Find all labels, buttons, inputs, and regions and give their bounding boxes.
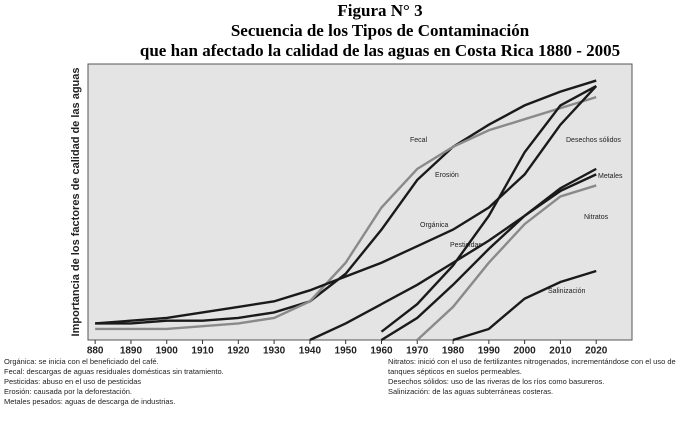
series-label: Desechos sólidos: [566, 137, 621, 144]
note: Metales pesados: aguas de descarga de in…: [4, 397, 176, 406]
series-line: [309, 173, 597, 342]
x-tick-label: 1960: [370, 346, 393, 357]
x-tick-label: 1980: [442, 346, 465, 357]
notes-right: Nitratos: inició con el uso de fertiliza…: [388, 357, 693, 397]
series-line: [95, 85, 598, 325]
note: Nitratos: inició con el uso de fertiliza…: [388, 357, 676, 376]
y-axis-label: Importancia de los factores de calidad d…: [70, 68, 82, 337]
notes-left: Orgánica: se inicia con el beneficiado d…: [4, 357, 374, 407]
note: Fecal: descargas de aguas residuales dom…: [4, 367, 224, 376]
series-line: [416, 184, 597, 341]
chart-title: que han afectado la calidad de las aguas…: [140, 41, 620, 60]
x-tick-label: 1940: [299, 346, 322, 357]
x-tick-label: 2020: [585, 346, 608, 357]
x-tick-label: 2000: [514, 346, 537, 357]
x-tick-label: 1900: [156, 346, 179, 357]
x-tick-label: 1950: [335, 346, 358, 357]
series-line: [95, 95, 597, 331]
note: Orgánica: se inicia con el beneficiado d…: [4, 357, 159, 366]
series-label: Orgánica: [420, 222, 449, 229]
series-label: Nitratos: [584, 214, 609, 221]
series-line: [380, 167, 597, 342]
series-label: Fecal: [410, 137, 428, 144]
chart-title: Figura N° 3: [337, 1, 422, 20]
x-tick-label: 1890: [120, 346, 143, 357]
note: Salinización: de las aguas subterráneas …: [388, 387, 554, 396]
series-label: Metales: [598, 173, 623, 180]
note: Desechos sólidos: uso de las riveras de …: [388, 377, 605, 386]
series-line: [380, 85, 597, 333]
series-line: [452, 269, 597, 342]
x-tick-label: 2010: [549, 346, 572, 357]
series-line: [95, 79, 597, 325]
x-tick-label: 1970: [406, 346, 429, 357]
x-tick-label: 1990: [478, 346, 501, 357]
x-tick-label: 1910: [191, 346, 214, 357]
chart-title: Secuencia de los Tipos de Contaminación: [231, 21, 530, 40]
x-tick-label: 1920: [227, 346, 250, 357]
x-tick-label: 1930: [263, 346, 286, 357]
series-label: Erosión: [435, 172, 459, 179]
note: Erosión: causada por la deforestación.: [4, 387, 132, 396]
series-label: Salinización: [548, 288, 585, 295]
x-tick-label: 880: [87, 346, 104, 357]
plot-area: [87, 63, 633, 341]
note: Pesticidas: abuso en el uso de pesticida…: [4, 377, 142, 386]
